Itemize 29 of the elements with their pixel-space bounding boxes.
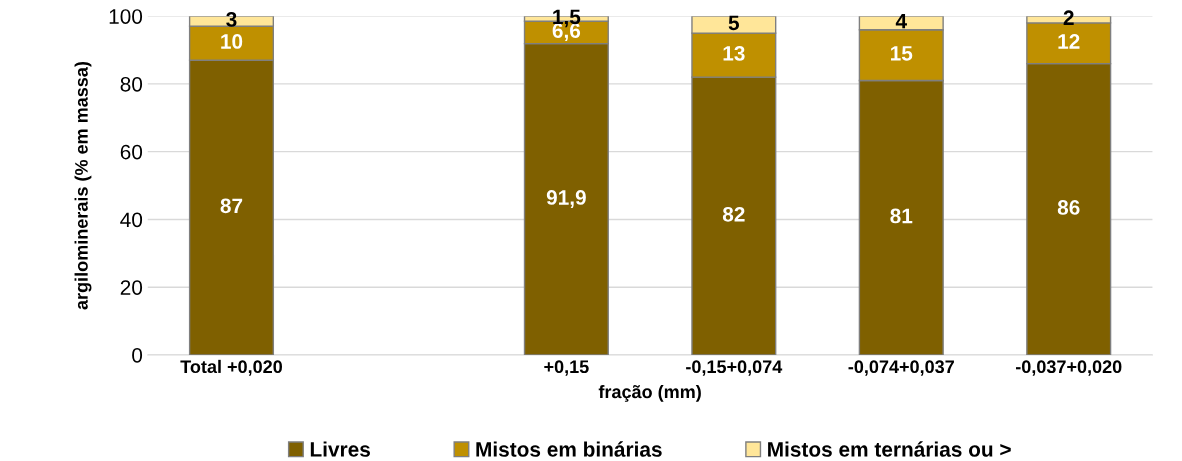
data-label: 91,9 xyxy=(546,190,586,208)
y-tick-label: 40 xyxy=(120,212,143,228)
x-axis-title: fração (mm) xyxy=(598,385,701,402)
data-label: 10 xyxy=(221,34,243,49)
x-tick-label: Total +0,020 xyxy=(180,359,283,376)
data-label: 13 xyxy=(723,45,745,61)
x-tick-label: -0,15+0,074 xyxy=(686,360,783,376)
x-tick-label: +0,15 xyxy=(544,360,589,376)
y-tick-label: 80 xyxy=(120,76,143,92)
x-tick-label: -0,037+0,020 xyxy=(1015,360,1122,376)
x-tick-label: -0,074+0,037 xyxy=(848,360,954,376)
y-tick-label: 60 xyxy=(120,144,143,160)
data-label: 2 xyxy=(1063,10,1074,25)
y-tick-label: 0 xyxy=(132,347,143,363)
data-label: 86 xyxy=(1057,200,1080,215)
data-label: 4 xyxy=(895,13,907,29)
legend-label: Mistos em binárias xyxy=(476,441,662,457)
y-tick-label: 100 xyxy=(109,9,143,24)
data-label: 12 xyxy=(1058,34,1080,49)
data-label: 81 xyxy=(890,208,913,224)
legend-label: Livres xyxy=(310,441,370,457)
y-tick-label: 20 xyxy=(120,280,143,295)
data-label: 15 xyxy=(891,46,913,61)
data-label: 5 xyxy=(728,15,740,31)
data-label: 87 xyxy=(220,198,243,214)
y-axis-title: argilominerais (% em massa) xyxy=(74,62,92,310)
legend-label: Mistos em ternárias ou > xyxy=(768,441,1011,457)
data-label: 3 xyxy=(226,12,237,27)
data-label: 82 xyxy=(722,206,745,222)
